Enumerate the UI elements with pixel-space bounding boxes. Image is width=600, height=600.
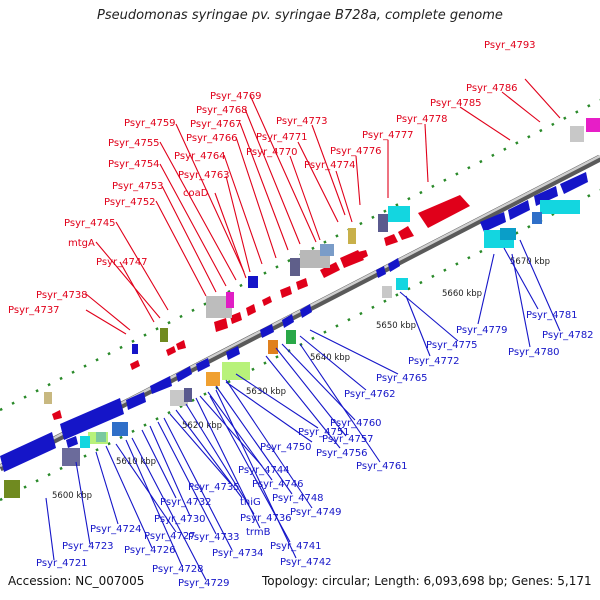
gene-label: Psyr_4723	[62, 541, 114, 552]
gene-label: Psyr_4730	[154, 514, 206, 525]
reverse-labels: Psyr_4781 Psyr_4782 Psyr_4779 Psyr_4780 …	[36, 310, 594, 589]
gene-label: Psyr_4747	[96, 257, 148, 268]
gene-label: coaD	[183, 188, 209, 199]
gene-label: Psyr_4786	[466, 83, 518, 94]
gene-label: Psyr_4741	[270, 541, 322, 552]
gene-label: Psyr_4760	[330, 418, 382, 429]
gene-label: Psyr_4735	[188, 482, 240, 493]
scale-label: 5650 kbp	[376, 321, 416, 331]
gene-label: Psyr_4726	[124, 545, 176, 556]
gene-label: Psyr_4769	[210, 91, 262, 102]
gene-label: Psyr_4744	[238, 465, 290, 476]
gene-label: Psyr_4777	[362, 130, 414, 141]
forward-genes	[52, 195, 470, 420]
reverse-genes	[0, 172, 588, 472]
gene-label: Psyr_4738	[36, 290, 88, 301]
scale-label: 5620 kbp	[182, 421, 222, 431]
gene-label: Psyr_4742	[280, 557, 332, 568]
scale-label: 5600 kbp	[52, 491, 92, 501]
gene-label: Psyr_4729	[178, 578, 230, 589]
accession-text: Accession: NC_007005	[8, 574, 145, 588]
gene-label: Psyr_4750	[260, 442, 312, 453]
gene-label: Psyr_4772	[408, 356, 460, 367]
gene-label: Psyr_4745	[64, 218, 116, 229]
gene-label: Psyr_4766	[186, 133, 238, 144]
gene-label: trmB	[246, 527, 271, 538]
gene-label: Psyr_4746	[252, 479, 304, 490]
gene-label: Psyr_4776	[330, 146, 382, 157]
gene-label: Psyr_4762	[344, 389, 396, 400]
gene-label: Psyr_4755	[108, 138, 160, 149]
gene-label: Psyr_4721	[36, 558, 88, 569]
gene-label: Psyr_4756	[316, 448, 368, 459]
gene-label: Psyr_4793	[484, 40, 536, 51]
map-title: Pseudomonas syringae pv. syringae B728a,…	[97, 8, 503, 23]
gene-label: Psyr_4778	[396, 114, 448, 125]
gene-label: Psyr_4782	[542, 330, 594, 341]
gene-label: Psyr_4727	[144, 531, 196, 542]
gene-label: Psyr_4732	[160, 497, 212, 508]
gene-label: Psyr_4775	[426, 340, 478, 351]
gene-label: thiG	[240, 497, 261, 508]
gene-label: mtgA	[68, 238, 95, 249]
gene-label: Psyr_4737	[8, 305, 60, 316]
gene-label: Psyr_4748	[272, 493, 324, 504]
gene-label: Psyr_4753	[112, 181, 164, 192]
gene-label: Psyr_4761	[356, 461, 408, 472]
gene-label: Psyr_4763	[178, 170, 230, 181]
gene-label: Psyr_4785	[430, 98, 482, 109]
gene-label: Psyr_4765	[376, 373, 428, 384]
feature-blocks	[4, 118, 600, 498]
scale-label: 5660 kbp	[442, 289, 482, 299]
gene-label: Psyr_4754	[108, 159, 160, 170]
gene-label: Psyr_4736	[240, 513, 292, 524]
gene-label: Psyr_4780	[508, 347, 560, 358]
gene-label: Psyr_4770	[246, 147, 298, 158]
scale-label: 5630 kbp	[246, 387, 286, 397]
gene-label: Psyr_4768	[196, 105, 248, 116]
genome-summary: Topology: circular; Length: 6,093,698 bp…	[262, 574, 592, 588]
gene-label: Psyr_4771	[256, 132, 308, 143]
gene-label: Psyr_4751	[298, 427, 350, 438]
label-leaders	[45, 78, 561, 581]
gene-label: Psyr_4764	[174, 151, 226, 162]
gene-label: Psyr_4759	[124, 118, 176, 129]
gene-label: Psyr_4749	[290, 507, 342, 518]
gene-label: Psyr_4773	[276, 116, 328, 127]
gene-label: Psyr_4733	[188, 532, 240, 543]
gene-label: Psyr_4728	[152, 564, 204, 575]
scale-label: 5640 kbp	[310, 353, 350, 363]
gene-label: Psyr_4774	[304, 160, 356, 171]
forward-labels: Psyr_4793 Psyr_4786 Psyr_4785 Psyr_4778 …	[8, 40, 536, 316]
gene-label: Psyr_4752	[104, 197, 156, 208]
gene-label: Psyr_4757	[322, 434, 374, 445]
gene-label: Psyr_4781	[526, 310, 578, 321]
gene-label: Psyr_4779	[456, 325, 508, 336]
gene-label: Psyr_4734	[212, 548, 264, 559]
gene-label: Psyr_4724	[90, 524, 142, 535]
gene-label: Psyr_4767	[190, 119, 242, 130]
